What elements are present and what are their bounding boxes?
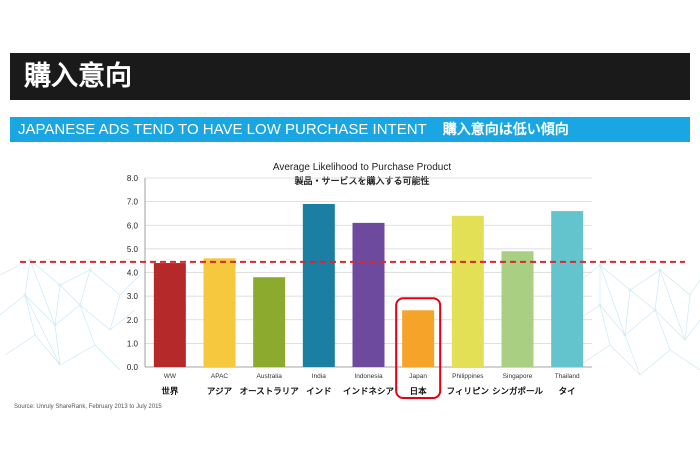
bar-indonesia xyxy=(352,222,385,367)
x-tick-label: Japan xyxy=(409,373,427,380)
y-tick-label: 2.0 xyxy=(127,316,139,325)
y-tick-label: 5.0 xyxy=(127,245,139,254)
chart-subtitle: 製品・サービスを購入する可能性 xyxy=(293,175,429,187)
subtitle-english: JAPANESE ADS TEND TO HAVE LOW PURCHASE I… xyxy=(18,121,427,138)
bar-singapore xyxy=(501,251,534,367)
chart-title: Average Likelihood to Purchase Product xyxy=(273,162,451,173)
x-tick-label: Australia xyxy=(257,373,283,380)
x-tick-label-jp: フィリピン xyxy=(447,386,490,397)
y-tick-label: 4.0 xyxy=(127,269,139,278)
subtitle-japanese: 購入意向は低い傾向 xyxy=(442,122,569,138)
y-tick-label: 7.0 xyxy=(127,198,139,207)
x-tick-label-jp: シンガポール xyxy=(492,386,544,397)
x-tick-label: Singapore xyxy=(503,373,533,380)
x-tick-label-jp: インドネシア xyxy=(343,386,395,397)
source-note: Source: Unruly ShareRank, February 2013 … xyxy=(14,404,162,410)
x-tick-label-jp: インド xyxy=(306,387,332,397)
bar-apac xyxy=(203,258,236,367)
x-tick-label-jp: アジア xyxy=(207,387,233,397)
x-tick-label-jp: 世界 xyxy=(161,386,179,397)
japan-highlight-box xyxy=(395,297,442,399)
y-tick-label: 6.0 xyxy=(127,221,139,230)
x-tick-label: WW xyxy=(164,373,177,380)
y-tick-label: 3.0 xyxy=(127,292,139,301)
slide-subtitle: JAPANESE ADS TEND TO HAVE LOW PURCHASE I… xyxy=(10,117,690,142)
x-tick-label: Philippines xyxy=(452,373,484,380)
bar-india xyxy=(302,203,335,367)
x-tick-label: Indonesia xyxy=(354,373,383,380)
x-tick-label-jp: タイ xyxy=(559,386,576,397)
x-tick-label-jp: 日本 xyxy=(410,386,428,397)
y-tick-label: 8.0 xyxy=(127,174,139,183)
bar-ww xyxy=(153,263,186,367)
bar-philippines xyxy=(451,215,484,367)
slide-title: 購入意向 xyxy=(10,53,690,100)
x-tick-label: Thailand xyxy=(555,373,580,380)
bar-japan xyxy=(402,310,435,367)
bar-australia xyxy=(253,277,286,367)
y-tick-label: 1.0 xyxy=(127,339,139,348)
y-tick-label: 0.0 xyxy=(127,363,139,372)
x-tick-label-jp: オーストラリア xyxy=(240,387,300,397)
bar-thailand xyxy=(551,211,584,367)
x-tick-label: APAC xyxy=(211,373,229,380)
x-tick-label: India xyxy=(312,373,326,380)
